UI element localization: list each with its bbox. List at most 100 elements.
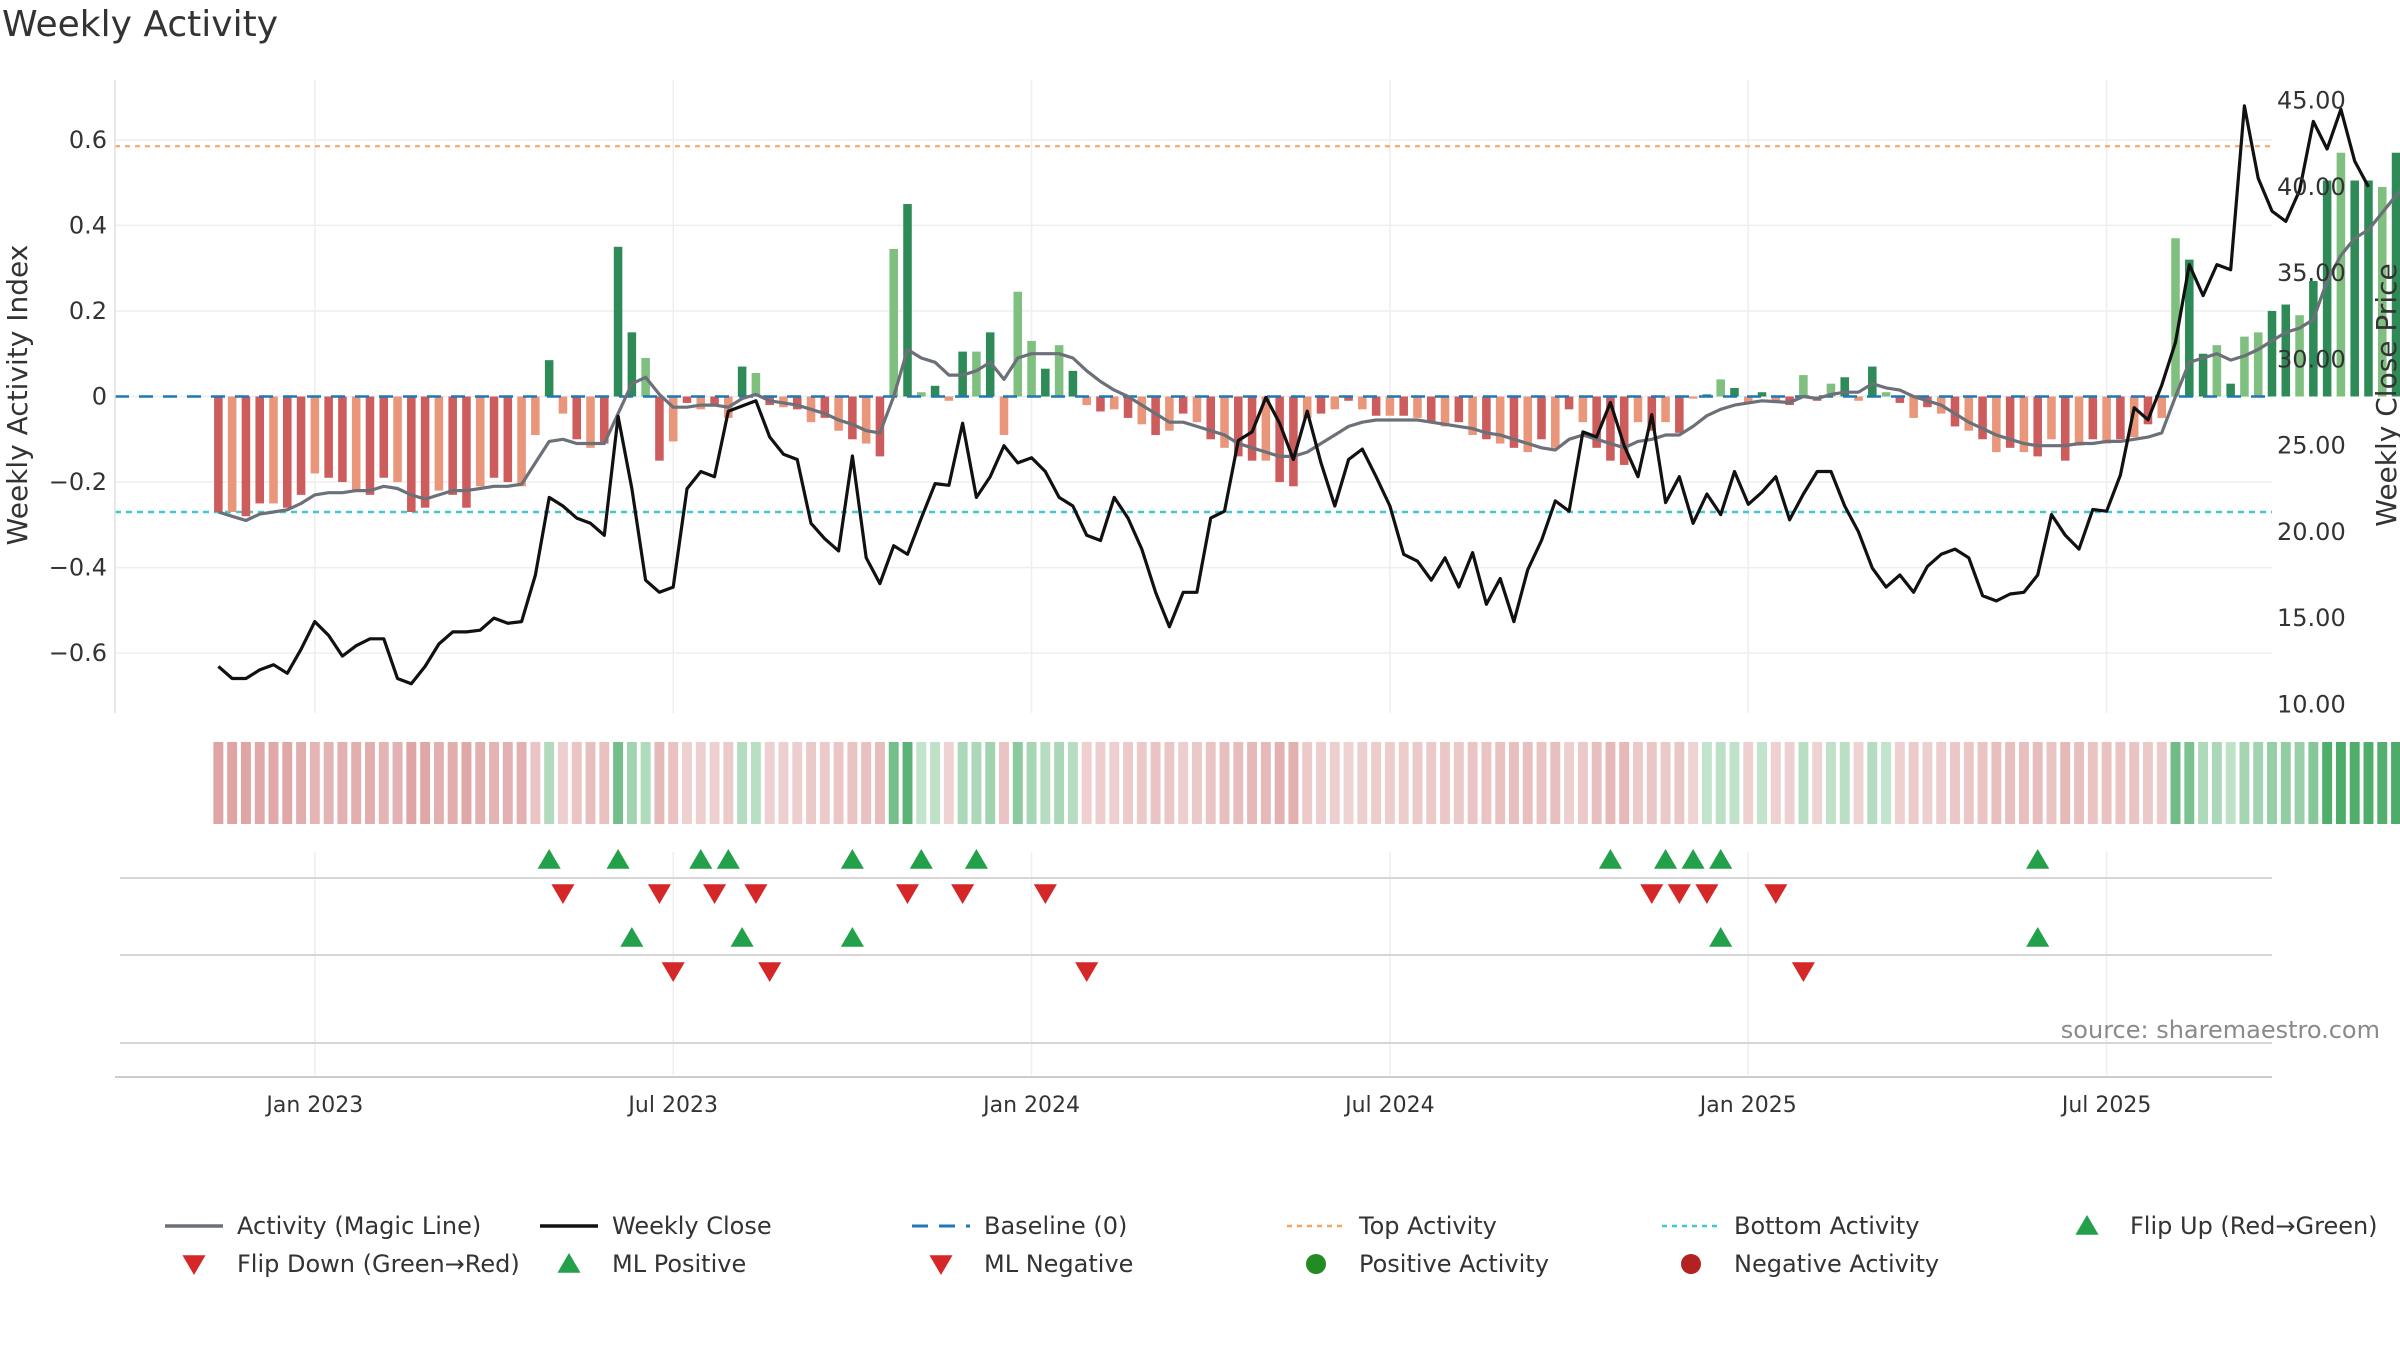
activity-bar: [792, 396, 802, 410]
activity-bar: [296, 396, 306, 495]
heat-cell: [475, 742, 486, 824]
heat-cell: [268, 742, 279, 824]
heat-cell: [2391, 742, 2400, 824]
heat-cell: [819, 742, 830, 824]
activity-bar: [1716, 379, 1725, 397]
heat-cell: [2046, 742, 2057, 824]
activity-bar: [1730, 387, 1739, 397]
heat-cell: [1357, 742, 1368, 824]
heat-cell: [682, 742, 692, 824]
activity-bar: [917, 392, 926, 397]
heat-cell: [337, 742, 348, 824]
heat-cell: [999, 742, 1009, 824]
legend-label: ML Positive: [612, 1250, 746, 1278]
activity-bar: [600, 396, 609, 444]
reference-lines: [115, 145, 2272, 514]
heat-cell: [571, 742, 582, 824]
legend-label: Activity (Magic Line): [237, 1212, 481, 1240]
flip-down-marker: [951, 884, 975, 904]
activity-bar: [1013, 291, 1023, 397]
heat-cell: [2267, 742, 2277, 824]
heat-cell: [433, 742, 444, 824]
heat-cell: [695, 742, 706, 824]
heat-cell: [1577, 742, 1588, 824]
heat-cell: [2156, 742, 2167, 824]
activity-bar: [1978, 396, 1987, 440]
heat-cell: [1770, 742, 1781, 824]
heat-cell: [778, 742, 789, 824]
activity-bar: [1316, 396, 1326, 414]
activity-bar: [2019, 396, 2029, 453]
heat-cell: [489, 742, 499, 824]
heat-cell: [902, 742, 913, 824]
heat-cell: [1536, 742, 1547, 824]
activity-bar: [875, 396, 885, 457]
ml-negative-marker: [661, 962, 685, 982]
heat-cell: [1812, 742, 1823, 824]
activity-bar: [1551, 396, 1560, 448]
flip-down-marker: [702, 884, 727, 904]
chart-title: Weekly Activity: [2, 4, 279, 45]
activity-bar: [861, 396, 871, 444]
activity-bar: [1137, 396, 1147, 425]
heat-cell: [1371, 742, 1382, 824]
heat-cell: [516, 742, 527, 824]
heat-cell: [1109, 742, 1120, 824]
x-tick-label: Jul 2023: [626, 1093, 718, 1118]
heat-cell: [764, 742, 775, 824]
heat-cell: [943, 742, 954, 824]
activity-bar: [1537, 396, 1546, 440]
heat-cell: [1453, 742, 1464, 824]
heat-cell: [1674, 742, 1685, 824]
y-left-tick-label: −0.4: [49, 554, 107, 582]
activity-bar: [2240, 336, 2249, 397]
heat-cell: [1522, 742, 1533, 824]
flip-up-marker: [964, 849, 988, 869]
activity-bar: [1909, 396, 1918, 418]
activity-bar: [407, 396, 416, 512]
flip-down-marker: [1640, 884, 1664, 904]
activity-bar: [1261, 396, 1271, 461]
legend-item: Flip Up (Red→Green): [2075, 1212, 2378, 1240]
flip-up-marker: [1709, 849, 1733, 869]
heat-cell: [1701, 742, 1712, 824]
activity-bar: [351, 396, 361, 491]
activity-bar: [2391, 152, 2400, 397]
y-right-tick-label: 35.00: [2277, 259, 2346, 287]
y-left-tick-label: 0.6: [69, 126, 107, 154]
legend-item: Flip Down (Green→Red): [182, 1250, 520, 1278]
heat-cell: [240, 742, 251, 824]
heat-cell: [2198, 742, 2209, 824]
x-tick-label: Jan 2024: [981, 1093, 1080, 1118]
heat-cell: [1729, 742, 1740, 824]
activity-bar: [365, 396, 375, 495]
legend-swatch: [182, 1255, 206, 1275]
ml-positive-marker: [620, 927, 644, 947]
heat-cell: [1426, 742, 1437, 824]
heat-cell: [2074, 742, 2085, 824]
heat-cell: [2018, 742, 2029, 824]
activity-bar: [1413, 396, 1422, 418]
heat-cell: [2115, 742, 2126, 824]
activity-bar: [2309, 281, 2318, 397]
activity-bar: [2364, 180, 2373, 397]
heat-cell: [1688, 742, 1699, 824]
activity-bar: [1950, 396, 1960, 427]
flip-down-marker: [1667, 884, 1691, 904]
heat-cell: [1316, 742, 1326, 824]
y-right-tick-label: 40.00: [2277, 173, 2346, 201]
heat-cell: [213, 742, 224, 824]
activity-bar: [558, 396, 568, 414]
activity-bar: [1440, 396, 1450, 427]
ml-negative-marker: [1791, 962, 1815, 982]
activity-bar: [1606, 396, 1615, 461]
activity-bar: [1868, 366, 1877, 397]
heat-cell: [2239, 742, 2250, 824]
legend-label: Positive Activity: [1359, 1250, 1549, 1278]
heat-cell: [626, 742, 637, 824]
heat-cell: [1247, 742, 1258, 824]
heat-cell: [861, 742, 872, 824]
activity-bar: [462, 396, 471, 508]
heat-cell: [1591, 742, 1602, 824]
activity-bar: [2322, 180, 2332, 397]
